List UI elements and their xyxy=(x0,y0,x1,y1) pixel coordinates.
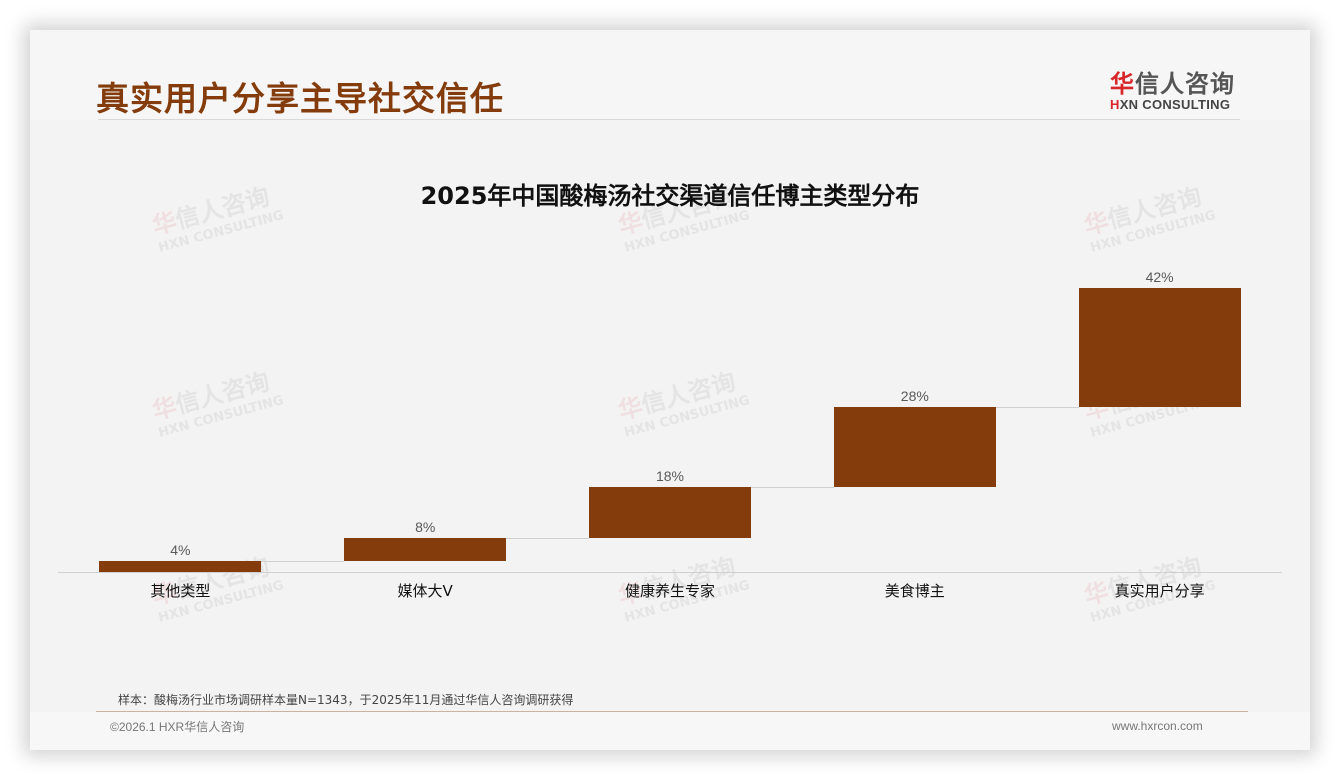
website-link[interactable]: www.hxrcon.com xyxy=(1112,719,1203,733)
x-axis-line xyxy=(58,572,1282,573)
value-label: 42% xyxy=(1145,269,1174,285)
bar-0 xyxy=(99,560,262,572)
value-label: 18% xyxy=(655,467,685,484)
bar-2 xyxy=(589,486,751,538)
footer-divider xyxy=(96,711,1248,712)
footer-band xyxy=(30,712,1310,750)
logo-english: HXN CONSULTING xyxy=(1110,97,1250,112)
logo-en-text: XN CONSULTING xyxy=(1119,97,1231,112)
waterfall-chart: 4% 其他类型 8% 媒体大V 18% 健康养生专家 28% 美食博主 42% 真实用户分享 xyxy=(58,269,1282,650)
title-divider xyxy=(98,119,1240,120)
connector-line xyxy=(751,486,834,488)
connector-line xyxy=(995,407,1079,409)
bar-3 xyxy=(833,407,996,487)
logo-chinese: 华信人咨询 xyxy=(1110,64,1250,99)
value-label: 8% xyxy=(415,518,436,535)
logo-cn-text: 信人咨询 xyxy=(1135,70,1235,98)
category-label: 其他类型 xyxy=(150,582,211,600)
bar-1 xyxy=(344,537,507,561)
slide: 真实用户分享主导社交信任 华信人咨询 HXN CONSULTING 华信人咨询 H… xyxy=(30,30,1310,750)
sample-note: 样本：酸梅汤行业市场调研样本量N=1343，于2025年11月通过华信人咨询调研… xyxy=(118,693,574,707)
logo-accent-letter: H xyxy=(1110,97,1120,112)
category-label: 媒体大V xyxy=(397,582,453,600)
page-title: 真实用户分享主导社交信任 xyxy=(96,79,504,118)
connector-line xyxy=(261,560,345,562)
value-label: 4% xyxy=(170,541,191,558)
copyright-text: ©2026.1 HXR华信人咨询 xyxy=(110,720,245,734)
bar-4 xyxy=(1078,288,1241,408)
category-label: 健康养生专家 xyxy=(624,582,715,600)
value-label: 28% xyxy=(900,388,929,405)
category-label: 美食博主 xyxy=(884,582,945,600)
company-logo: 华信人咨询 HXN CONSULTING xyxy=(1110,64,1250,112)
connector-line xyxy=(506,537,589,539)
chart-title: 2025年中国酸梅汤社交渠道信任博主类型分布 xyxy=(420,182,920,210)
category-label: 真实用户分享 xyxy=(1114,582,1205,600)
header-band xyxy=(30,30,1310,120)
logo-accent-char: 华 xyxy=(1110,70,1135,98)
